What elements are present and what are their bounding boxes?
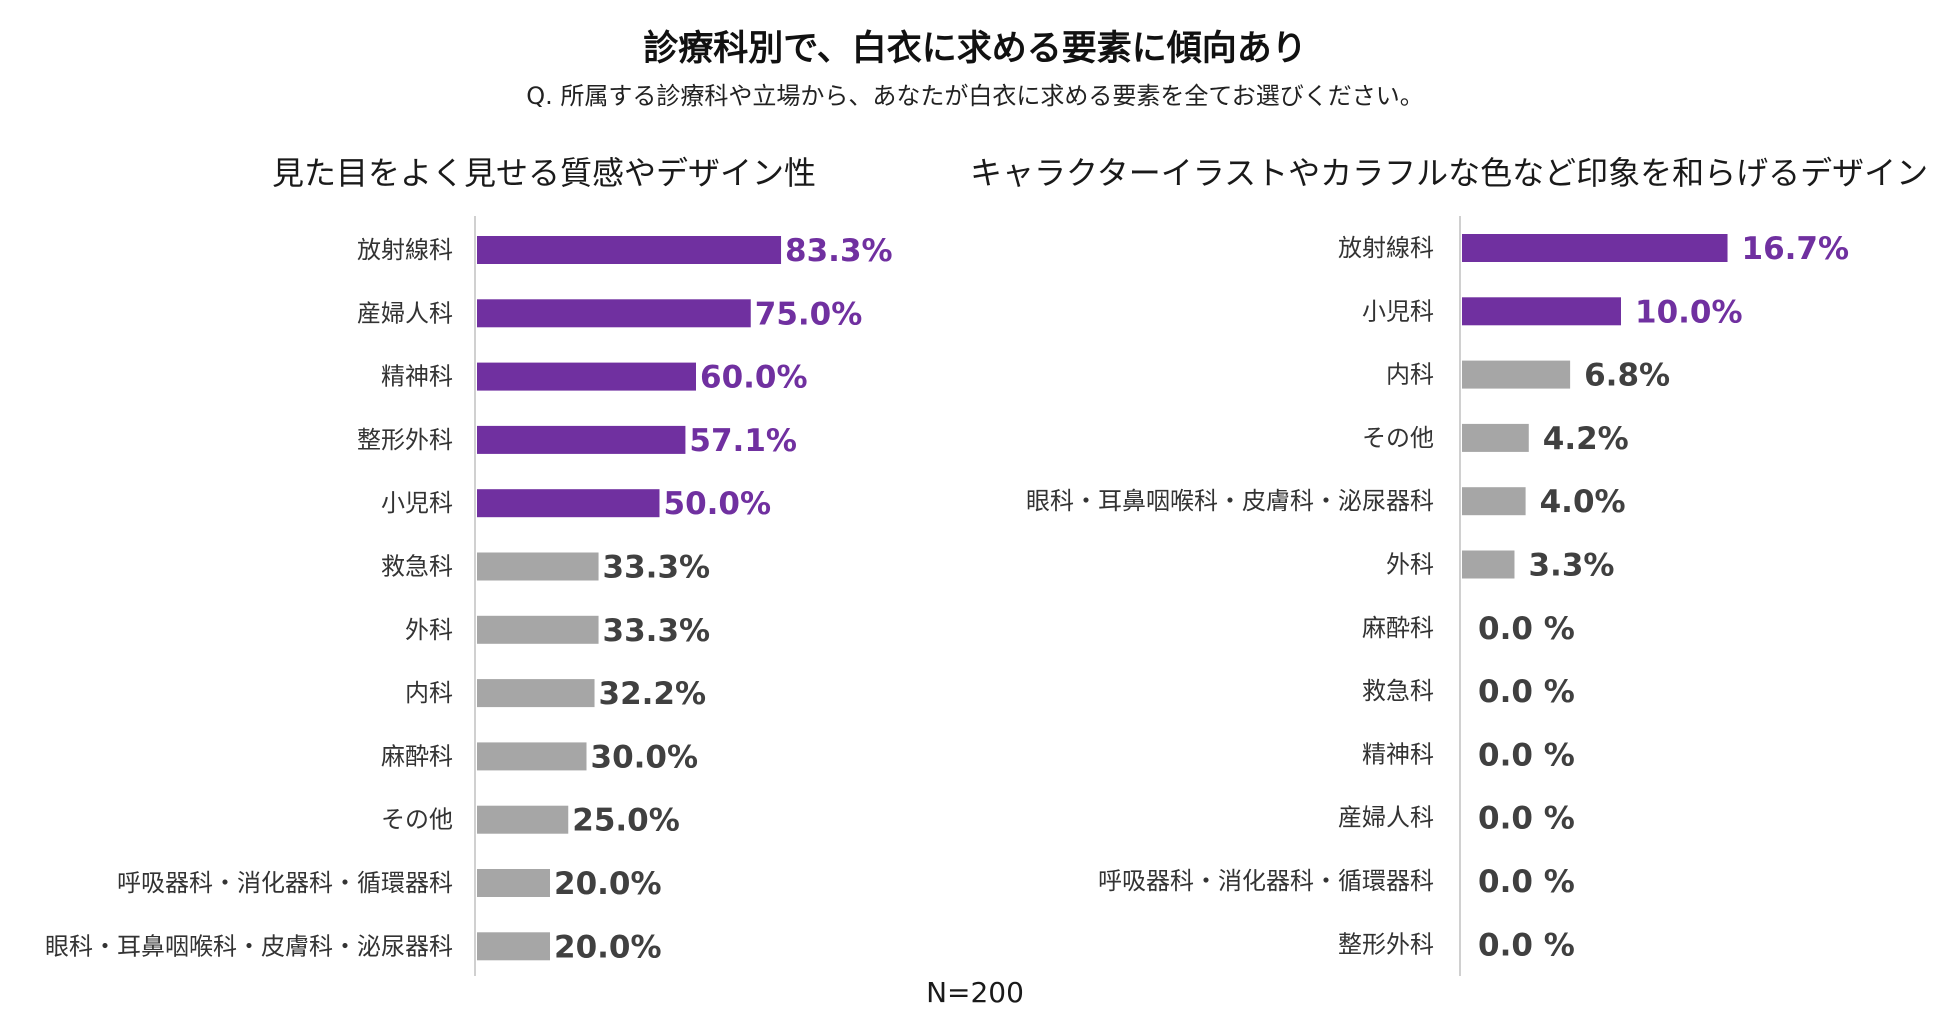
data-label: 60.0% (700, 360, 808, 396)
bar (477, 299, 751, 328)
category-label: 精神科 (1362, 740, 1434, 768)
data-label: 30.0% (591, 739, 699, 775)
category-label: 整形外科 (1338, 930, 1434, 958)
category-label: 呼吸器科・消化器科・循環器科 (1098, 867, 1434, 895)
bar (1462, 234, 1728, 262)
data-label: 75.0% (755, 296, 863, 332)
bar (477, 679, 595, 708)
bar (477, 552, 599, 581)
category-label: 麻酔科 (1362, 614, 1434, 642)
data-label: 50.0% (664, 486, 772, 522)
data-label: 0.0 % (1478, 801, 1575, 837)
category-label: 外科 (1386, 551, 1434, 579)
category-label: 救急科 (381, 553, 453, 581)
bar (477, 742, 587, 771)
bar (1462, 487, 1526, 516)
data-label: 4.2% (1543, 421, 1629, 457)
category-label: 精神科 (381, 363, 453, 391)
data-label: 0.0 % (1478, 674, 1575, 710)
bar (477, 869, 550, 897)
data-label: 20.0% (554, 929, 662, 965)
right-panel-title: キャラクターイラストやカラフルな色など印象を和らげるデザイン (970, 154, 1929, 192)
category-label: 放射線科 (1338, 234, 1434, 262)
sample-size-label: N=200 (926, 976, 1024, 1009)
data-label: 10.0% (1635, 294, 1743, 330)
bar (1462, 550, 1515, 579)
category-label: 呼吸器科・消化器科・循環器科 (117, 869, 453, 897)
data-label: 0.0 % (1478, 927, 1575, 963)
category-label: 小児科 (1362, 297, 1434, 325)
data-label: 0.0 % (1478, 864, 1575, 900)
bar (477, 236, 782, 264)
bar (1462, 297, 1621, 326)
category-label: 整形外科 (357, 426, 453, 454)
data-label: 57.1% (689, 423, 797, 459)
data-label: 33.3% (603, 550, 711, 586)
category-label: 放射線科 (357, 236, 453, 264)
data-label: 32.2% (599, 676, 707, 712)
bar (477, 932, 550, 961)
bar (477, 489, 660, 518)
bar (1462, 360, 1571, 389)
chart-title: 診療科別で、白衣に求める要素に傾向あり (643, 29, 1307, 69)
category-label: 救急科 (1362, 677, 1434, 705)
category-label: 眼科・耳鼻咽喉科・皮膚科・泌尿器科 (45, 932, 453, 960)
left-bar-chart: 放射線科 83.3% 産婦人科 75.0% 精神科 60.0% 整形外科 57.1% 小児科 50… (45, 216, 893, 976)
category-label: 内科 (1386, 361, 1434, 389)
data-label: 4.0% (1540, 484, 1626, 520)
category-label: 産婦人科 (357, 299, 453, 327)
category-label: その他 (1362, 424, 1434, 452)
data-label: 20.0% (554, 866, 662, 902)
data-label: 0.0 % (1478, 737, 1575, 773)
category-label: 眼科・耳鼻咽喉科・皮膚科・泌尿器科 (1026, 487, 1434, 515)
bar (1462, 423, 1529, 452)
category-label: 小児科 (381, 489, 453, 517)
data-label: 16.7% (1742, 231, 1850, 267)
bar (477, 425, 686, 454)
bar (477, 362, 696, 391)
bar (477, 805, 569, 834)
data-label: 25.0% (572, 803, 680, 839)
category-label: その他 (381, 806, 453, 834)
chart-subtitle: Q. 所属する診療科や立場から、あなたが白衣に求める要素を全てお選びください。 (526, 82, 1424, 110)
data-label: 33.3% (603, 613, 711, 649)
data-label: 83.3% (785, 233, 893, 269)
category-label: 麻酔科 (381, 742, 453, 770)
right-bar-chart: 放射線科 16.7% 小児科 10.0% 内科 6.8% その他 4.2% 眼科・耳鼻咽喉科・皮… (1026, 216, 1850, 976)
data-label: 6.8% (1584, 358, 1670, 394)
bar (477, 615, 599, 644)
category-label: 産婦人科 (1338, 804, 1434, 832)
data-label: 3.3% (1528, 548, 1614, 584)
left-panel-title: 見た目をよく見せる質感やデザイン性 (272, 154, 817, 192)
category-label: 外科 (405, 616, 453, 644)
category-label: 内科 (405, 679, 453, 707)
data-label: 0.0 % (1478, 611, 1575, 647)
